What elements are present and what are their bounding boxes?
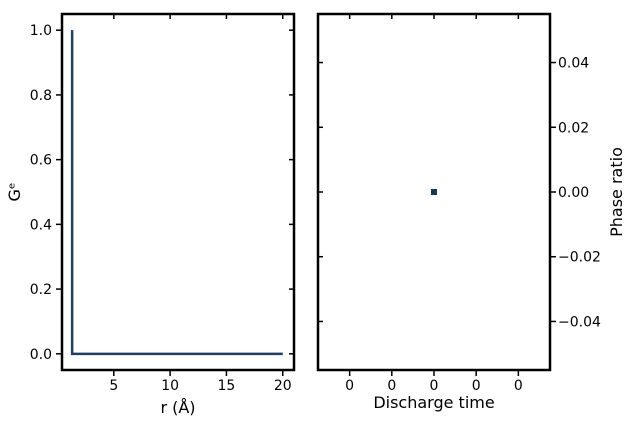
right-y-ticks: −0.04 −0.02 0.00 0.02 0.04 (318, 56, 601, 330)
left-y-axis-label: Gᵉ (5, 182, 24, 201)
x-tick-label: 20 (274, 378, 292, 394)
x-tick-label: 15 (218, 378, 236, 394)
y-tick-label: 0.4 (30, 217, 52, 233)
left-x-axis-label: r (Å) (160, 398, 195, 417)
right-series-points (431, 189, 437, 195)
y-tick-label: 0.04 (558, 56, 589, 72)
x-tick-label: 0 (514, 378, 523, 394)
left-plot-frame (60, 12, 296, 372)
y-tick-label: 0.2 (30, 282, 52, 298)
y-tick-label: 0.00 (558, 185, 589, 201)
left-x-ticks: 5 10 15 20 (109, 14, 292, 394)
x-tick-label: 0 (472, 378, 481, 394)
y-tick-label: −0.04 (558, 314, 601, 330)
x-tick-label: 5 (109, 378, 118, 394)
y-tick-label: 0.8 (30, 88, 52, 104)
right-panel-phase-plot: 0 0 0 0 0 −0.04 −0.02 0.00 0.02 0.04 Discharge t… (316, 12, 626, 412)
x-tick-label: 0 (387, 378, 396, 394)
y-tick-label: 0.0 (30, 347, 52, 363)
data-point (431, 189, 437, 195)
x-tick-label: 10 (161, 378, 179, 394)
x-tick-label: 0 (430, 378, 439, 394)
left-panel-pdf-plot: 5 10 15 20 0.0 0.2 0.4 0.6 0.8 1.0 r (Å) Gᵉ (5, 12, 296, 417)
y-tick-label: 0.02 (558, 120, 589, 136)
left-y-ticks: 0.0 0.2 0.4 0.6 0.8 1.0 (30, 23, 294, 363)
right-x-axis-label: Discharge time (373, 393, 494, 412)
y-tick-label: 1.0 (30, 23, 52, 39)
y-tick-label: −0.02 (558, 250, 601, 266)
right-y-axis-label: Phase ratio (607, 147, 626, 237)
left-series-line (70, 30, 283, 356)
x-tick-label: 0 (345, 378, 354, 394)
right-x-ticks: 0 0 0 0 0 (345, 14, 523, 394)
y-tick-label: 0.6 (30, 153, 52, 169)
